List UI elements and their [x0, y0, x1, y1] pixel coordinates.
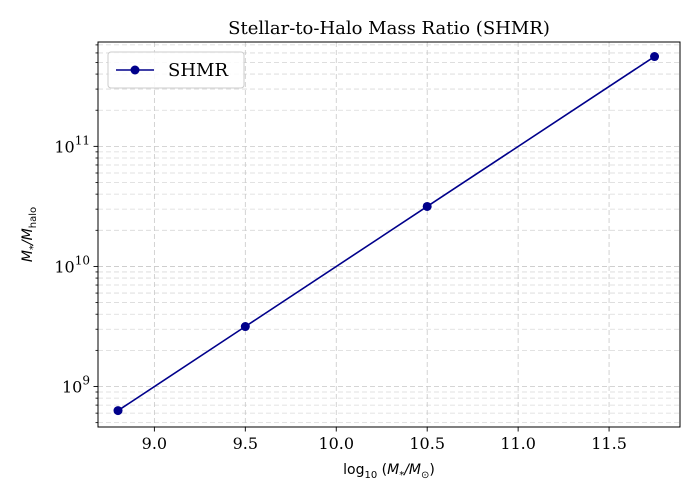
x-axis-label: log10 (M*/M⊙)	[343, 462, 435, 481]
x-tick-label: 10.0	[318, 434, 354, 453]
x-tick-label: 9.0	[142, 434, 167, 453]
axes-layer	[93, 41, 681, 432]
data-point	[422, 201, 432, 211]
legend-marker-swatch	[130, 65, 140, 75]
y-tick-label: 1011	[54, 133, 90, 156]
data-point	[650, 52, 660, 62]
legend-box	[107, 51, 245, 89]
y-tick-label: 109	[62, 374, 90, 397]
legend-label-shmr: SHMR	[168, 60, 228, 81]
series-line-shmr	[117, 55, 655, 412]
grid-layer	[98, 42, 680, 427]
y-tick-label: 1010	[54, 253, 90, 276]
plot-frame	[97, 41, 681, 428]
x-tick-label: 9.5	[233, 434, 258, 453]
series-layer	[113, 52, 660, 416]
chart-title: Stellar-to-Halo Mass Ratio (SHMR)	[228, 18, 550, 39]
y-axis-label: M*/Mhalo	[20, 207, 39, 262]
x-tick-label: 10.5	[409, 434, 445, 453]
data-point	[240, 322, 250, 332]
data-point	[113, 406, 123, 416]
axis-labels: 109 1010 1011 9.0 9.5 10.0 10.5 11.0 11.5 log10 (…	[20, 133, 627, 481]
legend: SHMR	[107, 51, 245, 89]
x-tick-label: 11.5	[591, 434, 627, 453]
x-tick-label: 11.0	[500, 434, 536, 453]
